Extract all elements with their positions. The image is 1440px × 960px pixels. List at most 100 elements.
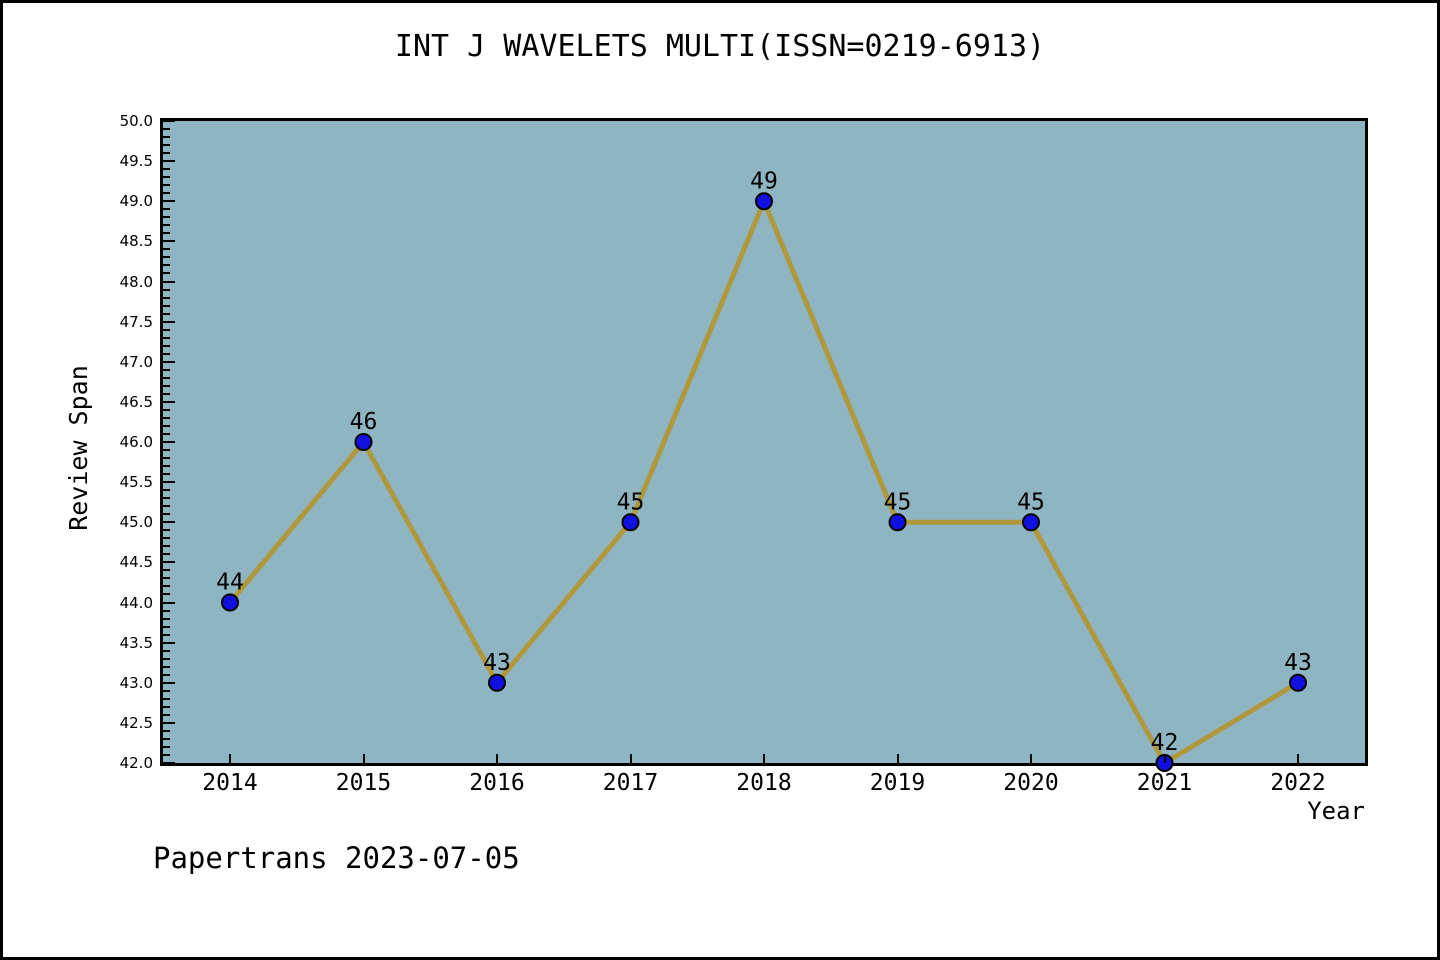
data-point-label: 42 [1151,730,1179,756]
y-tick-label: 49.0 [119,192,153,211]
x-tick-label: 2014 [202,770,258,796]
x-major-tick [629,754,632,763]
data-point-label: 45 [1017,489,1045,515]
x-tick-label: 2019 [869,770,926,796]
y-minor-tick [163,449,170,452]
y-minor-tick [163,176,170,179]
y-minor-tick [163,465,170,468]
y-minor-tick [163,224,170,227]
y-tick-label: 43.0 [119,673,153,692]
data-point-marker [888,513,907,532]
data-point-marker [621,513,640,532]
y-minor-tick [163,272,170,275]
y-minor-tick [163,569,170,572]
y-minor-tick [163,617,170,620]
y-minor-tick [163,352,170,355]
y-minor-tick [163,473,170,476]
x-major-tick [1163,754,1166,763]
y-tick-label: 44.0 [119,593,153,612]
y-minor-tick [163,745,170,748]
data-point-marker [488,673,506,692]
y-tick-label: 48.0 [119,272,153,291]
y-major-tick [163,481,175,484]
y-minor-tick [163,545,170,548]
y-minor-tick [163,689,170,692]
x-major-tick [229,754,231,763]
y-minor-tick [163,753,170,756]
y-minor-tick [163,432,170,435]
y-minor-tick [163,192,170,195]
y-minor-tick [163,489,170,492]
y-minor-tick [163,705,170,708]
y-major-tick [163,641,175,644]
y-minor-tick [163,513,170,516]
y-tick-label: 45.0 [119,513,153,532]
y-major-tick [163,681,175,684]
y-minor-tick [163,529,170,532]
y-minor-tick [163,152,170,155]
y-minor-tick [163,296,170,299]
y-minor-tick [163,673,170,676]
x-tick-label: 2022 [1270,770,1326,796]
y-minor-tick [163,593,170,596]
y-minor-tick [163,457,170,460]
y-minor-tick [163,144,170,147]
y-major-tick [163,762,175,764]
y-tick-label: 43.5 [119,633,153,652]
data-point-label: 46 [350,409,378,435]
y-minor-tick [163,665,170,668]
y-minor-tick [163,392,170,395]
y-minor-tick [163,344,170,347]
y-minor-tick [163,737,170,740]
y-major-tick [163,120,175,122]
y-minor-tick [163,657,170,660]
y-minor-tick [163,368,170,371]
x-major-tick [763,754,765,763]
y-tick-label: 46.5 [119,392,153,411]
line-series-svg: 44 46 43 45 49 45 45 42 43 [216,168,1312,772]
y-tick-label: 50.0 [119,112,153,130]
data-point-marker [1289,673,1307,692]
y-minor-tick [163,633,170,636]
y-major-tick [163,561,175,564]
y-minor-tick [163,208,170,211]
y-minor-tick [163,264,170,267]
y-minor-tick [163,497,170,500]
y-minor-tick [163,553,170,556]
y-tick-label: 44.5 [119,553,153,572]
x-major-tick [496,754,498,763]
y-minor-tick [163,168,170,171]
y-major-tick [163,200,175,203]
x-major-tick [1297,754,1299,763]
y-minor-tick [163,312,170,315]
y-minor-tick [163,256,170,259]
data-point-label: 44 [216,570,244,596]
y-major-tick [163,400,175,403]
y-minor-tick [163,136,170,139]
y-minor-tick [163,128,170,131]
data-point-marker [221,593,239,612]
chart-title: INT J WAVELETS MULTI(ISSN=0219-6913) [394,29,1046,64]
y-major-tick [163,240,175,243]
y-tick-label: 48.5 [119,232,153,251]
y-minor-tick [163,537,170,540]
y-minor-tick [163,336,170,339]
y-minor-tick [163,328,170,331]
data-point-label: 43 [1284,650,1312,676]
y-minor-tick [163,288,170,291]
y-tick-label: 49.5 [119,152,153,171]
y-minor-tick [163,216,170,219]
x-major-tick [362,754,365,763]
y-major-tick [163,601,175,604]
x-tick-label: 2015 [335,770,392,796]
x-tick-label: 2016 [469,770,525,796]
y-minor-tick [163,609,170,612]
x-tick-label: 2020 [1003,770,1059,796]
y-major-tick [163,160,175,163]
y-minor-tick [163,649,170,652]
y-minor-tick [163,304,170,307]
data-point-label: 45 [617,489,645,515]
x-tick-label: 2018 [736,770,792,796]
y-minor-tick [163,697,170,700]
x-tick-label: 2017 [602,770,659,796]
